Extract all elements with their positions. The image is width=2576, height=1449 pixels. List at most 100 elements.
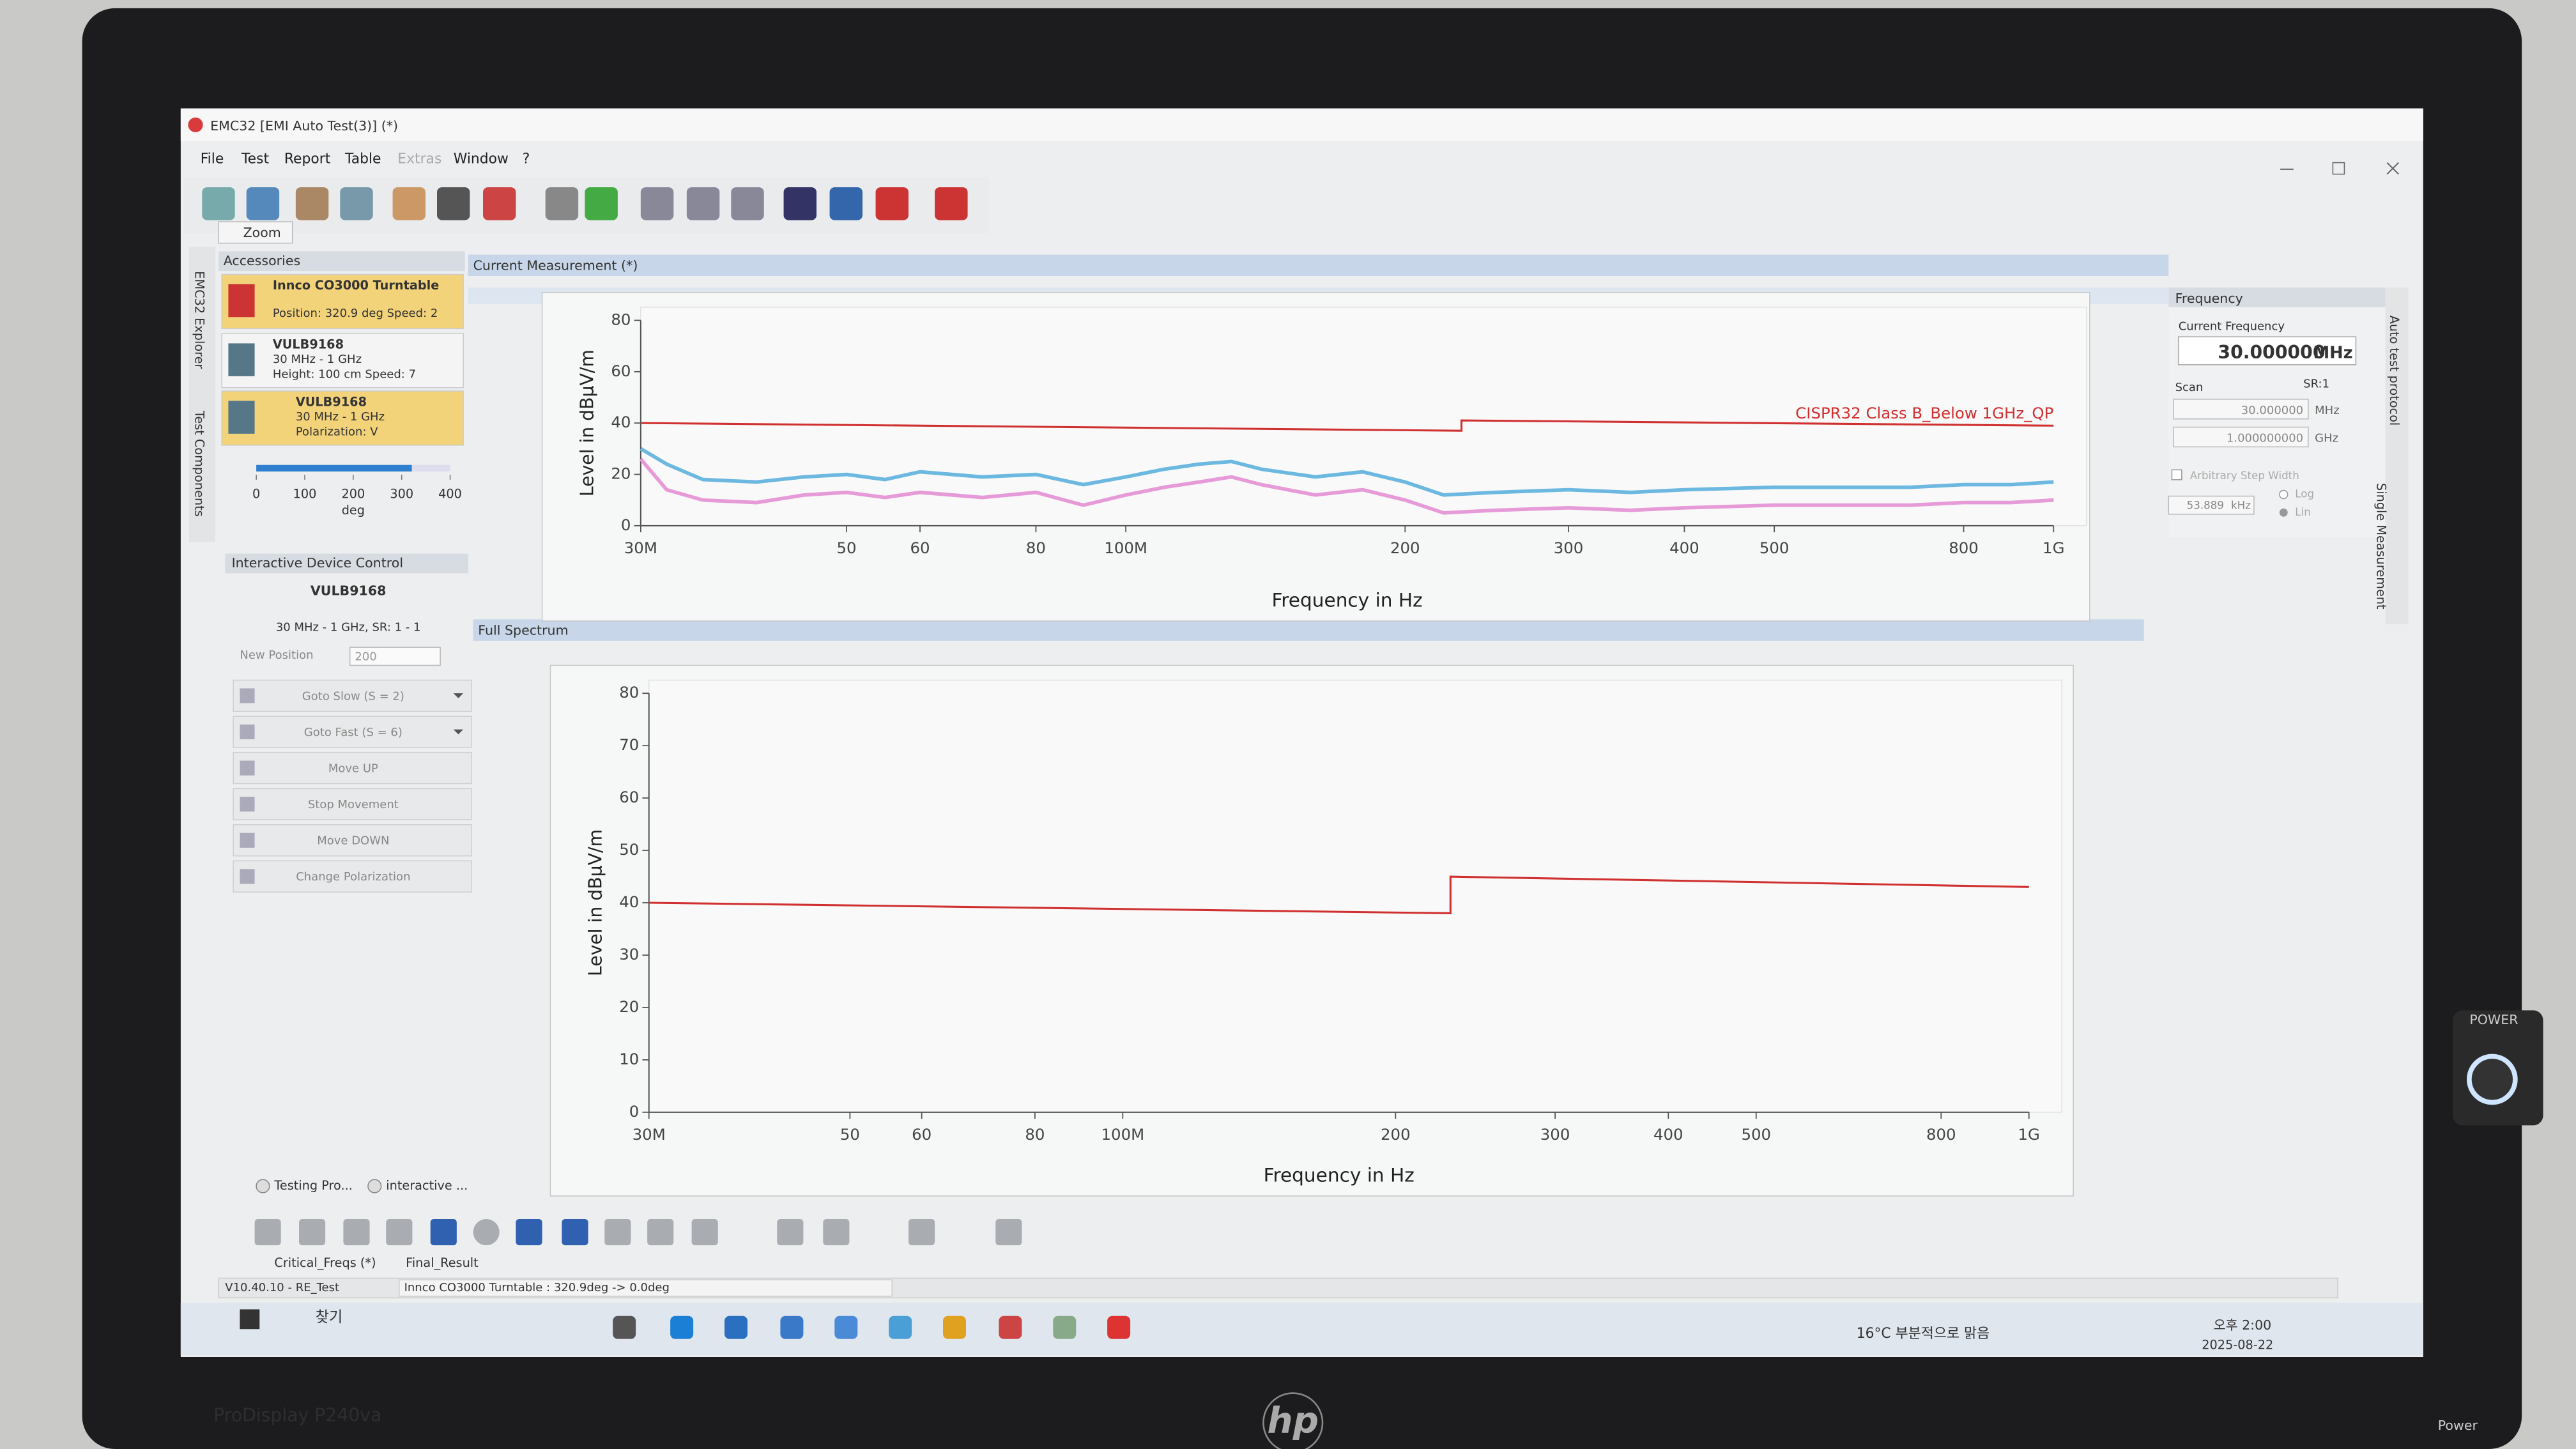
toolbar-button[interactable] (935, 187, 968, 220)
side-tab[interactable]: EMC32 Explorer (192, 271, 207, 369)
x-axis-label: Frequency in Hz (1271, 590, 1422, 611)
media-button[interactable] (908, 1219, 935, 1246)
field-label: Current Frequency (2179, 320, 2285, 334)
position-input[interactable] (349, 647, 441, 666)
taskbar-app[interactable] (724, 1315, 747, 1339)
result-tab[interactable]: Final_Result (406, 1255, 479, 1270)
unit: MHz (2313, 343, 2353, 362)
weather: 16°C 부분적으로 맑음 (1857, 1326, 1990, 1342)
toolbar-button[interactable] (829, 187, 862, 220)
power-button[interactable] (2467, 1054, 2518, 1105)
media-button[interactable] (691, 1219, 718, 1246)
accessory-item[interactable] (221, 333, 464, 388)
button-label[interactable]: Goto Slow (S = 2) (302, 689, 404, 703)
button-label[interactable]: Move UP (328, 762, 378, 775)
taskbar-app[interactable] (889, 1315, 912, 1339)
toolbar-button[interactable] (392, 187, 425, 220)
button-label[interactable]: Goto Fast (S = 6) (304, 726, 402, 739)
button-label[interactable]: Change Polarization (296, 870, 410, 884)
y-tick-label: 10 (619, 1050, 639, 1068)
taskbar-app[interactable] (613, 1315, 636, 1339)
menu-item[interactable]: Table (344, 151, 381, 167)
radio[interactable] (2279, 508, 2288, 517)
toolbar-button[interactable] (437, 187, 470, 220)
slider-tick-label: 0 (252, 487, 260, 502)
menu-item[interactable]: ? (523, 151, 530, 167)
x-tick-label: 500 (1759, 539, 1790, 557)
accessory-info: Height: 100 cm Speed: 7 (273, 367, 416, 381)
media-button[interactable] (777, 1219, 804, 1246)
button-label[interactable]: Stop Movement (308, 798, 399, 811)
x-tick-label: 80 (1025, 1125, 1045, 1144)
toolbar-button[interactable] (783, 187, 816, 220)
toolbar-button[interactable] (483, 187, 516, 220)
control-button[interactable] (233, 824, 472, 857)
taskbar-app[interactable] (1053, 1315, 1077, 1339)
slider-unit: deg (342, 503, 365, 518)
toolbar-button[interactable] (202, 187, 235, 220)
bottom-tab[interactable]: interactive ... (386, 1178, 468, 1193)
menu-item[interactable]: Test (241, 151, 269, 167)
toolbar-button[interactable] (246, 187, 280, 220)
menu-item[interactable]: Report (284, 151, 331, 167)
media-button[interactable] (516, 1219, 542, 1246)
trace (640, 447, 2054, 497)
media-button[interactable] (823, 1219, 850, 1246)
accessory-item[interactable] (221, 390, 464, 446)
media-button[interactable] (647, 1219, 674, 1246)
toolbar-button[interactable] (545, 187, 579, 220)
bottom-tab[interactable]: Testing Pro... (273, 1178, 352, 1193)
dropdown-arrow (453, 693, 464, 698)
control-button[interactable] (233, 788, 472, 820)
media-button[interactable] (430, 1219, 457, 1246)
trace (648, 875, 2029, 915)
toolbar-button[interactable] (731, 187, 764, 220)
accessory-item[interactable] (221, 273, 464, 330)
menu-item[interactable]: Extras (397, 151, 441, 167)
zoom-tab-label: Zoom (243, 225, 281, 240)
panel-title: Interactive Device Control (232, 555, 403, 571)
media-button[interactable] (995, 1219, 1022, 1246)
media-button[interactable] (343, 1219, 370, 1246)
scan-stop: 1.000000000 (2227, 432, 2303, 445)
media-button[interactable] (254, 1219, 281, 1246)
toolbar-button[interactable] (295, 187, 329, 220)
toolbar-button[interactable] (585, 187, 618, 220)
position-value: 200 (355, 650, 376, 664)
taskbar-app[interactable] (834, 1315, 858, 1339)
toolbar-button[interactable] (340, 187, 373, 220)
panel-title: Frequency (2175, 291, 2243, 306)
checkbox[interactable] (2171, 469, 2182, 480)
menu-item[interactable]: File (201, 151, 224, 167)
panel-header (225, 553, 468, 574)
freq-field[interactable] (2173, 399, 2309, 420)
taskbar-app[interactable] (670, 1315, 694, 1339)
toolbar-button[interactable] (686, 187, 720, 220)
taskbar-app[interactable] (780, 1315, 804, 1339)
control-button[interactable] (233, 716, 472, 748)
taskbar-app[interactable] (943, 1315, 966, 1339)
control-icon (240, 797, 255, 812)
control-button[interactable] (233, 860, 472, 893)
clock-date: 2025-08-22 (2202, 1338, 2273, 1353)
media-button[interactable] (299, 1219, 326, 1246)
media-button[interactable] (604, 1219, 631, 1246)
result-tab[interactable]: Critical_Freqs (*) (274, 1255, 376, 1270)
side-tab[interactable]: Auto test protocol (2387, 316, 2402, 426)
control-button[interactable] (233, 679, 472, 712)
menu-item[interactable]: Window (454, 151, 509, 167)
taskbar-app[interactable] (999, 1315, 1022, 1339)
side-tab[interactable]: Single Measurement (2374, 483, 2389, 610)
media-button[interactable] (562, 1219, 588, 1246)
media-button[interactable] (473, 1219, 500, 1246)
taskbar-app[interactable] (1107, 1315, 1131, 1339)
toolbar-button[interactable] (875, 187, 908, 220)
button-label[interactable]: Move DOWN (317, 834, 389, 848)
radio[interactable] (2279, 489, 2288, 500)
media-button[interactable] (386, 1219, 413, 1246)
toolbar-button[interactable] (640, 187, 674, 220)
side-tab[interactable]: Test Components (192, 410, 207, 517)
freq-field[interactable] (2173, 426, 2309, 448)
control-button[interactable] (233, 751, 472, 785)
search-box[interactable]: 찾기 (316, 1309, 343, 1326)
